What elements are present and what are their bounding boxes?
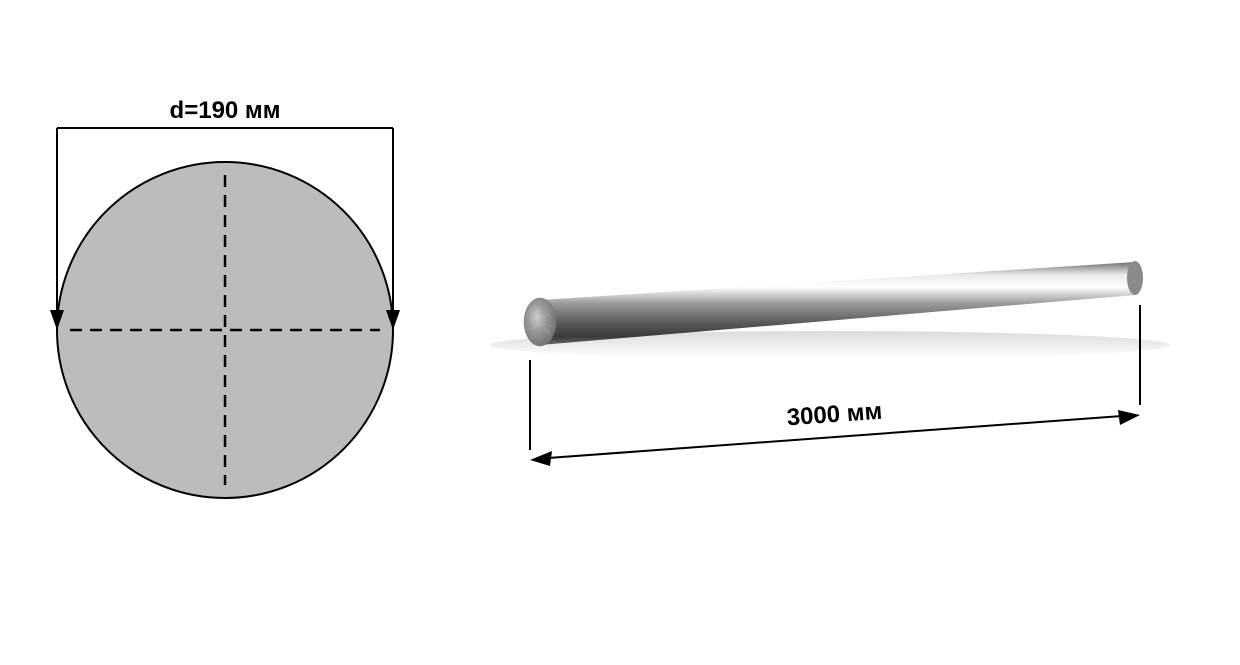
cross-section-circle: [57, 162, 393, 498]
cross-section-group: d=190 мм: [50, 97, 400, 498]
rod-endcap-right: [1127, 261, 1143, 295]
diagram-container: d=190 мм: [0, 0, 1240, 660]
rod-group: 3000 мм: [490, 261, 1170, 466]
technical-diagram-svg: d=190 мм: [0, 0, 1240, 660]
diameter-label: d=190 мм: [170, 97, 281, 124]
length-label: 3000 мм: [786, 398, 883, 432]
length-arrow-right: [1118, 410, 1140, 425]
length-arrow-left: [530, 451, 552, 466]
